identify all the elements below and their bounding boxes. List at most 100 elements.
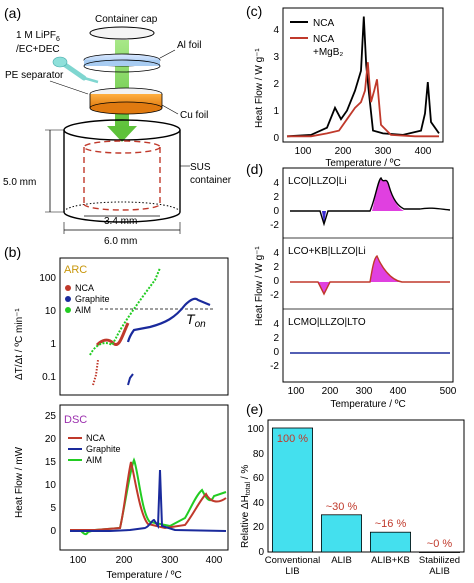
d3-ytick-2: 2 [273, 333, 279, 344]
e-bar-1 [320, 514, 362, 553]
d1-fill-endo [322, 211, 326, 224]
e-ylabel: Relative ΔHtotal / % [240, 465, 252, 548]
e-value-label-3: ~0 % [427, 538, 453, 550]
dsc-ytick-5: 5 [50, 503, 56, 514]
b-xtick-400: 400 [206, 555, 223, 566]
e-category-label-3-1: ALIB [429, 566, 450, 577]
dsc-ylabel: Heat Flow / mW [14, 446, 25, 518]
panel-b: (b) ARC 100 10 1 0.1 ΔT/Δt / ºC min⁻¹ NC… [4, 244, 229, 581]
c-ytick-0: 0 [273, 133, 279, 144]
d3-ytick-m2: -2 [270, 361, 279, 372]
e-ytick-40: 40 [253, 498, 265, 509]
legend-aim: AIM [75, 305, 91, 315]
arc-ytick-labels: 100 10 1 0.1 [39, 273, 56, 383]
c-legend-mgb2: +MgB₂ [313, 47, 343, 58]
b-xtick-300: 300 [162, 555, 179, 566]
container-cap [89, 26, 155, 40]
panel-e: (e) 0 20 40 60 80 100 Relative ΔHtotal /… [240, 401, 465, 577]
c-ytick-4: 4 [273, 25, 279, 36]
d2-ytick-m2: -2 [270, 290, 279, 301]
d-xlabel: Temperature / ºC [330, 399, 405, 410]
legend-marker-graphite [65, 296, 71, 302]
ton-label: Ton [186, 311, 206, 330]
e-category-label-0-0: Conventional [265, 555, 320, 566]
container-cap-label: Container cap [95, 14, 158, 25]
arc-ytick-1: 1 [50, 339, 56, 350]
dsc-ytick-10: 10 [45, 480, 57, 491]
c-curve-nca [286, 16, 440, 138]
e-value-labels: 100 % ~30 % ~16 % ~0 % [277, 433, 453, 550]
c-ylabel: Heat Flow / W g⁻¹ [254, 48, 265, 128]
legend-marker-nca [65, 285, 71, 291]
d1-ytick-4: 4 [273, 178, 279, 189]
d2-curve [290, 254, 450, 296]
e-category-label-0-1: LIB [285, 566, 299, 577]
height-dimension: 5.0 mm [3, 177, 36, 188]
d1-ytick-2: 2 [273, 192, 279, 203]
d-sub3: LCMO|LLZO|LTO [288, 317, 366, 328]
panel-c: (c) 0 1 2 3 4 Heat Flow / W g⁻¹ NCA NCA … [246, 3, 444, 169]
arc-ytick-100: 100 [39, 273, 56, 284]
dsc-curve-graphite [70, 469, 227, 532]
d-sub2: LCO+KB|LLZO|Li [288, 246, 366, 257]
arc-curve-graphite [126, 297, 211, 343]
e-frame [267, 419, 465, 553]
dsc-ytick-15: 15 [45, 457, 57, 468]
d-ylabel: Heat Flow / W g⁻¹ [254, 246, 265, 326]
dsc-legend-aim: AIM [86, 455, 102, 465]
dsc-ytick-0: 0 [50, 526, 56, 537]
b-xtick-200: 200 [116, 555, 133, 566]
e-ytick-60: 60 [253, 473, 265, 484]
panel-e-label: (e) [246, 401, 263, 417]
assembly-arrowhead [107, 126, 137, 142]
e-value-label-0: 100 % [277, 433, 308, 445]
c-legend-nca: NCA [313, 18, 334, 29]
b-xtick-labels: 100 200 300 400 [70, 555, 223, 566]
outer-dimension: 6.0 mm [104, 236, 137, 247]
sus-label-1: SUS [190, 162, 211, 173]
c-ytick-1: 1 [273, 106, 279, 117]
c-xtick-400: 400 [415, 146, 432, 157]
c-xtick-100: 100 [295, 146, 312, 157]
legend-marker-aim [65, 307, 71, 313]
d-sub1: LCO|LLZO|Li [288, 176, 347, 187]
panel-d-label: (d) [246, 161, 263, 177]
dsc-ytick-25: 25 [45, 411, 57, 422]
e-category-label-3-0: Stabilized [419, 555, 460, 566]
electrolyte-line2: /EC+DEC [16, 44, 60, 55]
e-bar-2 [369, 531, 411, 553]
e-value-label-2: ~16 % [375, 518, 407, 530]
dsc-legend-nca: NCA [86, 433, 105, 443]
d-ytick-labels-3: 4 2 0 -2 [270, 319, 279, 372]
d1-ytick-m2: -2 [270, 220, 279, 231]
e-category-label-2-0: ALIB+KB [371, 555, 410, 566]
c-frame [282, 7, 444, 143]
d2-fill-exo [370, 256, 402, 282]
d-frame [282, 167, 454, 383]
c-ytick-labels: 0 1 2 3 4 [273, 25, 279, 144]
arc-tag: ARC [64, 264, 87, 276]
panel-c-label: (c) [246, 3, 262, 19]
e-ytick-labels: 0 20 40 60 80 100 [247, 424, 264, 558]
d-ytick-labels-1: 4 2 0 -2 [270, 178, 279, 231]
c-xlabel: Temperature / ºC [325, 158, 400, 169]
dsc-ytick-20: 20 [45, 434, 57, 445]
legend-graphite: Graphite [75, 294, 110, 304]
d-xtick-500: 500 [440, 386, 457, 397]
al-foil-label: Al foil [177, 40, 201, 51]
panel-b-label: (b) [4, 244, 21, 260]
d1-fill-exo [372, 178, 404, 211]
inner-dimension: 3.4 mm [104, 216, 137, 227]
d-xtick-400: 400 [390, 386, 407, 397]
e-ytick-80: 80 [253, 449, 265, 460]
c-legend-nca2: NCA [313, 34, 334, 45]
dsc-legend-graphite: Graphite [86, 444, 121, 454]
dsc-curve-nca [70, 461, 227, 531]
c-curve-nca-mgb2 [287, 62, 439, 138]
d2-ytick-0: 0 [273, 276, 279, 287]
d3-ytick-0: 0 [273, 347, 279, 358]
d2-ytick-4: 4 [273, 248, 279, 259]
dsc-curve-aim [70, 457, 227, 536]
c-xtick-300: 300 [375, 146, 392, 157]
